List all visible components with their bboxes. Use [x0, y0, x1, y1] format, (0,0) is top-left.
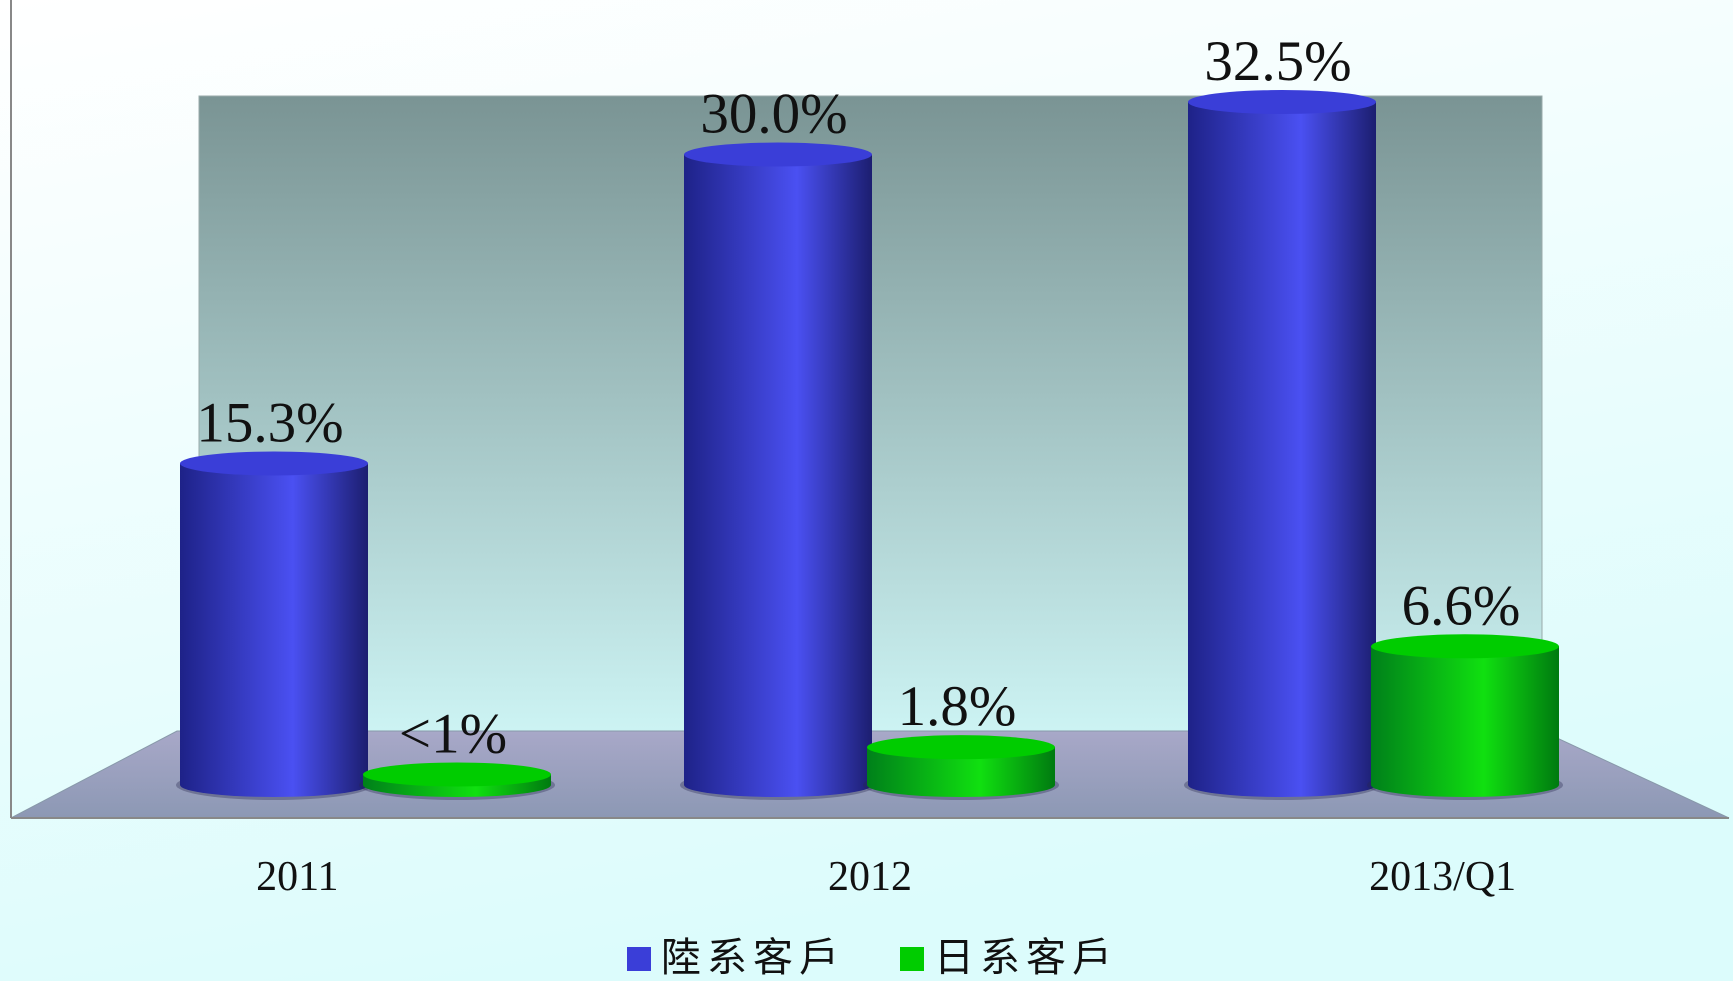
bar — [1367, 634, 1563, 800]
legend-label: 日系客戶 — [934, 935, 1118, 980]
x-tick-label: 2011 — [256, 854, 338, 900]
bar-top — [684, 142, 872, 167]
x-tick-label: 2013/Q1 — [1369, 854, 1516, 900]
legend-swatch — [627, 947, 651, 971]
bar-body — [867, 747, 1055, 797]
data-label: 1.8% — [898, 675, 1017, 738]
bar — [1184, 90, 1380, 800]
bar-top — [1371, 634, 1559, 659]
bar-top — [867, 735, 1055, 760]
bar — [176, 451, 372, 800]
data-label: 30.0% — [700, 83, 847, 146]
bar-top — [363, 762, 551, 787]
bar — [680, 142, 876, 800]
legend-swatch — [900, 947, 924, 971]
plot — [176, 90, 1563, 800]
bar-body — [684, 154, 872, 797]
data-label: 6.6% — [1402, 574, 1521, 637]
bar-body — [1371, 646, 1559, 797]
data-label: 15.3% — [196, 391, 343, 454]
bar — [863, 735, 1059, 800]
bar-body — [180, 463, 368, 797]
data-label: 32.5% — [1204, 30, 1351, 93]
bar — [359, 762, 555, 800]
x-tick-label: 2012 — [828, 854, 912, 900]
bar-body — [1188, 102, 1376, 797]
bar-top — [1188, 90, 1376, 114]
data-label: <1% — [399, 702, 507, 765]
legend-label: 陸系客戶 — [661, 935, 845, 980]
bar-top — [180, 451, 368, 476]
